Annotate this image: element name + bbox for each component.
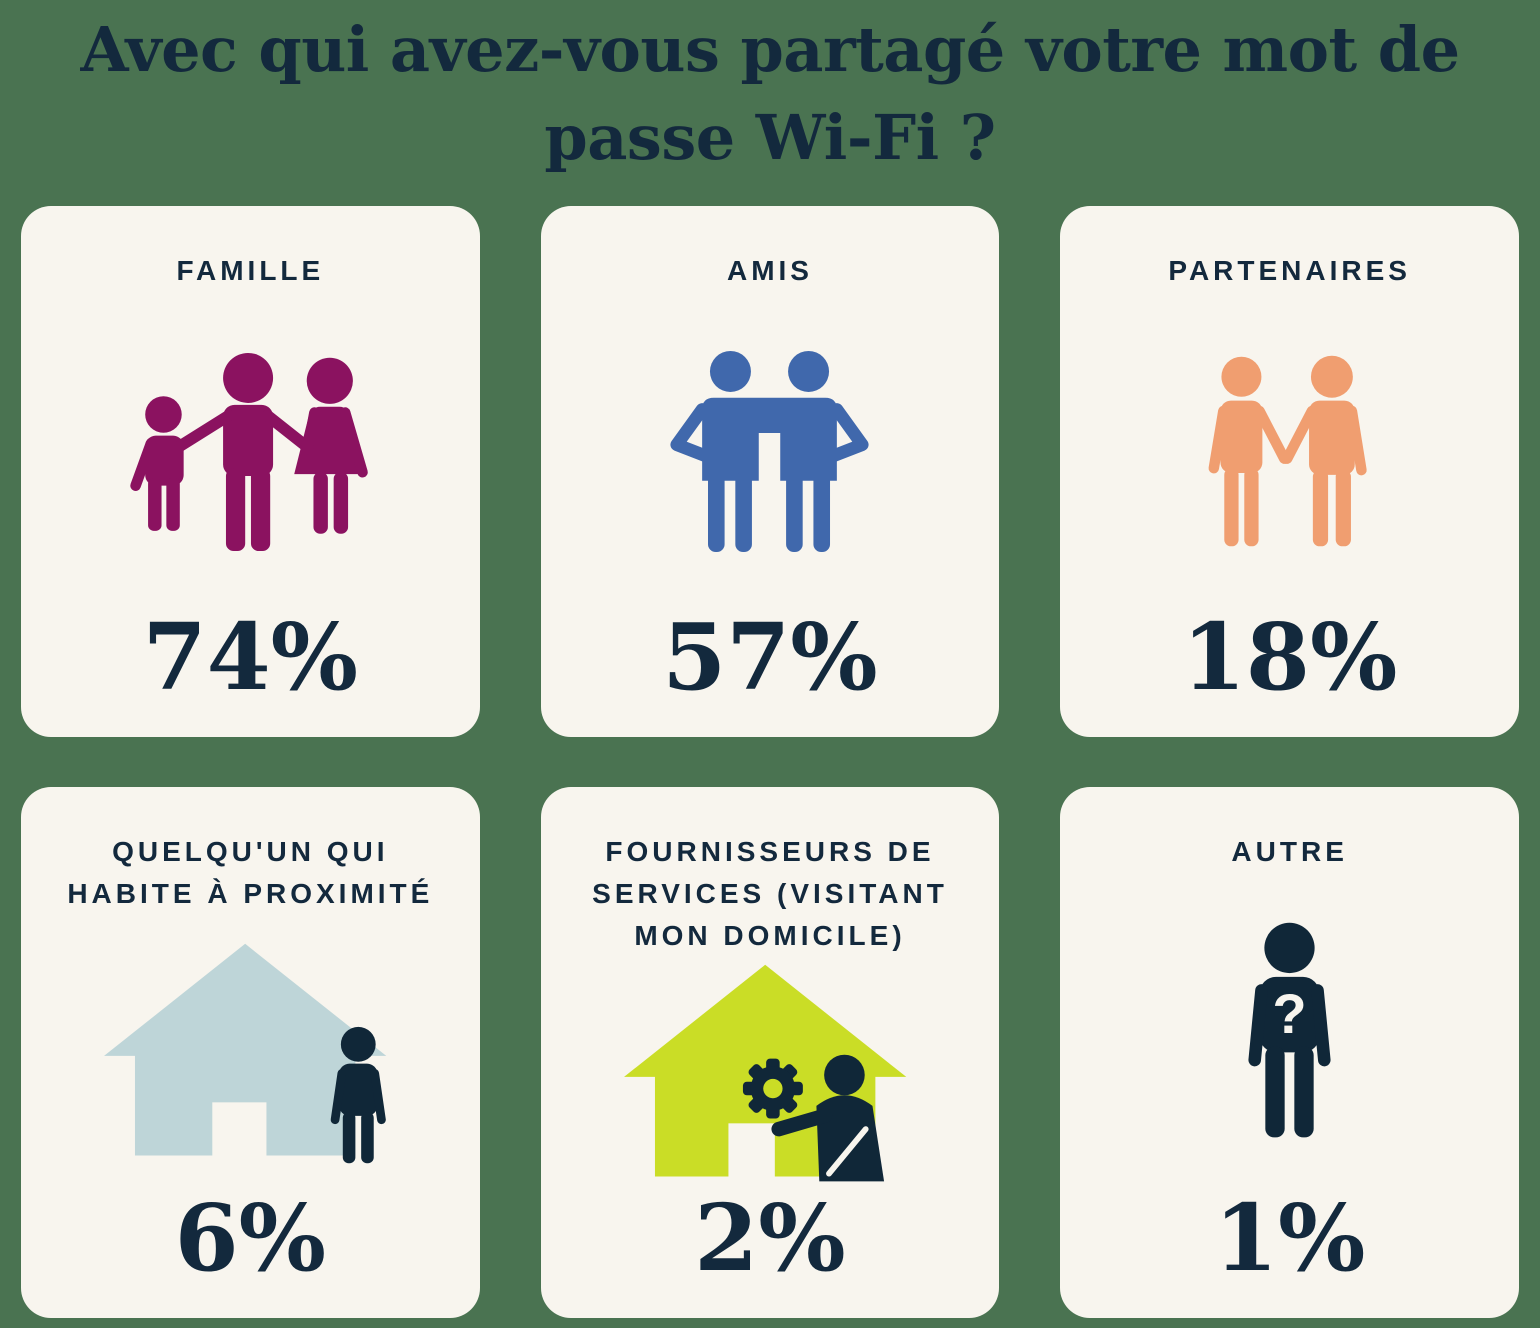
family-icon	[130, 352, 369, 551]
card-label: PARTENAIRES	[1168, 255, 1411, 287]
person-with-question-mark-icon: ?	[1248, 922, 1331, 1137]
card-partenaires: PARTENAIRES 18%	[1060, 206, 1519, 738]
question-mark-glyph: ?	[1273, 982, 1307, 1045]
page-title: Avec qui avez-vous partagé votre mot de …	[80, 13, 1460, 175]
house-with-service-worker-icon	[624, 964, 907, 1181]
stat-value: 6%	[174, 1184, 327, 1293]
gear-hole	[763, 1078, 783, 1098]
card-label: AUTRE	[1231, 836, 1348, 868]
gear-icon	[742, 1058, 803, 1119]
card-label: AMIS	[726, 255, 813, 287]
stat-value: 2%	[694, 1184, 846, 1293]
neighbor-person-icon	[331, 1026, 387, 1163]
stat-value: 18%	[1181, 603, 1398, 712]
card-proximite: QUELQU'UN QUI HABITE À PROXIMITÉ 6%	[21, 787, 480, 1319]
stat-value: 57%	[662, 603, 878, 712]
door-cutout	[728, 1122, 775, 1177]
arm-separator	[826, 1125, 869, 1177]
friends-icon	[670, 351, 870, 553]
card-amis: AMIS 57%	[540, 206, 1000, 738]
card-autre: AUTRE ? 1%	[1060, 787, 1519, 1319]
card-label: FOURNISSEURS DE SERVICES (VISITANT MON D…	[592, 836, 948, 952]
cards-grid: FAMILLE	[0, 206, 1540, 1319]
house-with-neighbor-icon	[104, 943, 387, 1163]
stat-value: 1%	[1213, 1184, 1366, 1293]
partners-holding-hands-icon	[1208, 355, 1367, 546]
stat-value: 74%	[142, 603, 359, 712]
card-fournisseurs: FOURNISSEURS DE SERVICES (VISITANT MON D…	[540, 787, 1000, 1319]
door-cutout	[212, 1101, 267, 1156]
card-label: FAMILLE	[176, 255, 325, 287]
card-famille: FAMILLE	[21, 206, 480, 738]
service-worker-icon	[771, 1054, 885, 1181]
card-label: QUELQU'UN QUI HABITE À PROXIMITÉ	[67, 836, 434, 910]
